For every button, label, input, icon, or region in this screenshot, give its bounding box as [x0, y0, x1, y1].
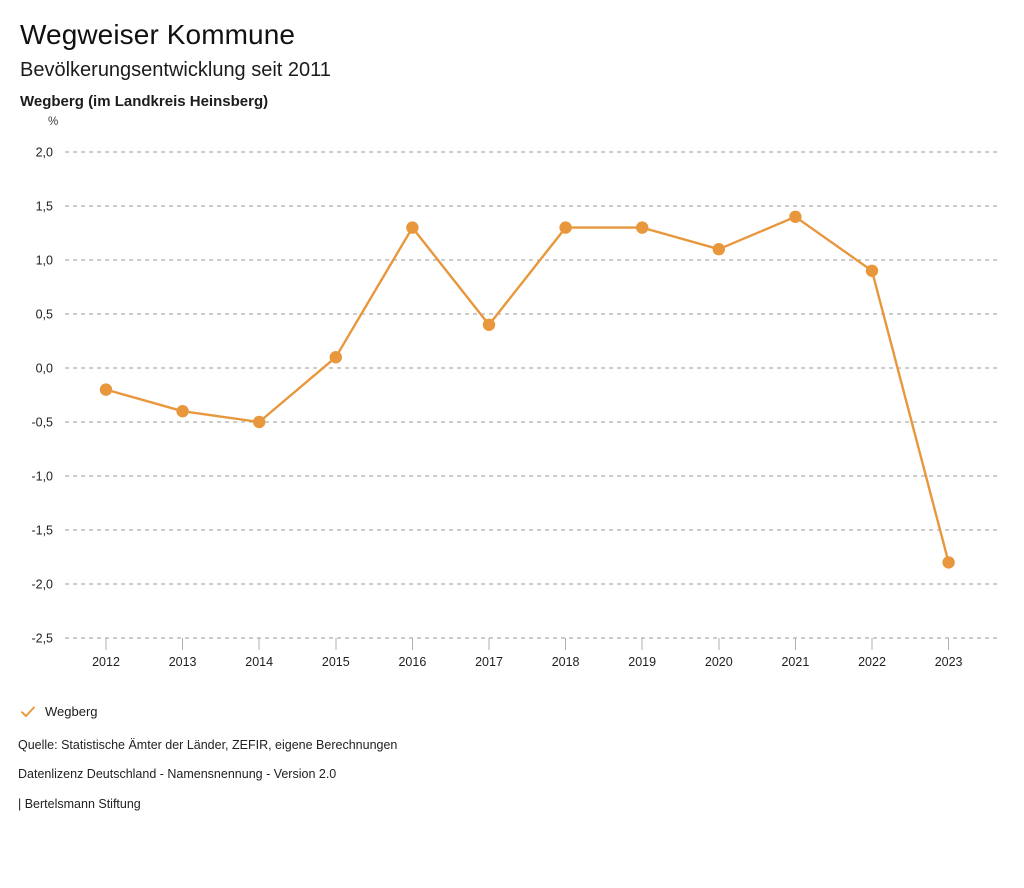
data-point[interactable]: [636, 220, 649, 234]
series-line: [104, 215, 950, 564]
footer-license: Datenlizenz Deutschland - Namensnennung …: [18, 767, 337, 782]
x-axis-tick-label: 2019: [628, 655, 656, 669]
data-point[interactable]: [865, 264, 879, 277]
chart-plot-area: 2,0 1,5 1,0 0,5 0,0 -0,5 -1,0 -1,5 -2,0 -2,5 2012…: [0, 111, 1024, 696]
y-axis-tick-label: 0,0: [36, 361, 53, 375]
x-axis-tick-label: 2015: [322, 655, 350, 669]
data-point[interactable]: [253, 415, 266, 428]
x-axis-tick-label: 2022: [858, 655, 886, 669]
y-axis-tick-label: 0,5: [36, 307, 53, 321]
footer-publisher: | Bertelsmann Stiftung: [18, 797, 141, 812]
chart-region-label: Wegberg (im Landkreis Heinsberg): [20, 92, 269, 110]
y-axis-tick-label: -1,0: [31, 469, 53, 483]
data-point[interactable]: [482, 318, 496, 331]
data-point[interactable]: [789, 210, 802, 223]
x-axis-tick-labels: 2012 2013 2014 2015 2016 2017 2018 2019 2020 2021…: [92, 655, 962, 669]
x-axis-tick-marks: [105, 637, 950, 650]
y-axis-tick-label: 1,0: [36, 253, 53, 267]
gridlines: [65, 151, 1000, 639]
x-axis-tick-label: 2023: [935, 655, 963, 669]
y-axis-tick-labels: 2,0 1,5 1,0 0,5 0,0 -0,5 -1,0 -1,5 -2,0 -2,5: [31, 145, 53, 645]
x-axis-tick-label: 2016: [398, 655, 426, 669]
y-axis-tick-label: -2,0: [31, 577, 53, 591]
footer-source: Quelle: Statistische Ämter der Länder, Z…: [18, 737, 398, 752]
chart-footer: Quelle: Statistische Ämter der Länder, Z…: [0, 725, 1024, 812]
x-axis-tick-label: 2020: [705, 655, 733, 669]
line-chart-svg: 2,0 1,5 1,0 0,5 0,0 -0,5 -1,0 -1,5 -2,0 -2,5 2012…: [31, 116, 1000, 669]
x-axis-tick-label: 2013: [169, 655, 197, 669]
x-axis-tick-label: 2012: [92, 655, 120, 669]
data-point[interactable]: [942, 555, 955, 569]
y-axis-tick-label: -1,5: [31, 523, 53, 537]
x-axis-tick-label: 2017: [475, 655, 503, 669]
y-axis-tick-label: -0,5: [31, 415, 53, 429]
x-axis-tick-label: 2014: [245, 655, 273, 669]
x-axis-tick-label: 2018: [552, 655, 580, 669]
page-title: Wegweiser Kommune: [20, 19, 296, 50]
y-axis-unit-label: %: [48, 116, 58, 128]
check-icon: [20, 704, 36, 720]
chart-legend[interactable]: Wegberg: [0, 699, 1024, 725]
y-axis-tick-label: -2,5: [31, 631, 53, 645]
data-point[interactable]: [329, 350, 342, 363]
chart-header: Wegweiser Kommune Bevölkerungsentwicklun…: [0, 0, 1024, 111]
data-point[interactable]: [559, 220, 572, 234]
y-axis-tick-label: 1,5: [36, 199, 53, 213]
legend-item-label: Wegberg: [45, 704, 98, 720]
data-series-wegberg: [99, 210, 955, 569]
chart-subtitle: Bevölkerungsentwicklung seit 2011: [20, 58, 331, 81]
x-axis-tick-label: 2021: [781, 655, 809, 669]
y-axis-tick-label: 2,0: [36, 145, 53, 159]
data-point[interactable]: [406, 220, 419, 234]
data-point[interactable]: [99, 382, 113, 396]
data-point[interactable]: [712, 242, 725, 255]
data-point[interactable]: [176, 404, 189, 417]
